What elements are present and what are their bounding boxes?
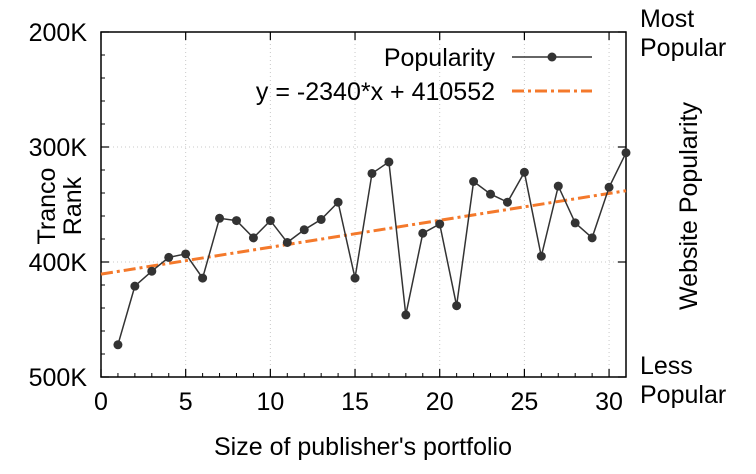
data-point <box>452 301 462 311</box>
data-point <box>418 228 428 238</box>
x-tick-label: 30 <box>595 388 623 416</box>
data-point <box>502 197 512 207</box>
right-axis-title: Website Popularity <box>675 102 703 310</box>
data-point <box>181 249 191 259</box>
data-point <box>519 167 529 177</box>
right-bottom-label-line-1: Less <box>640 352 693 380</box>
x-axis-title: Size of publisher's portfolio <box>214 433 512 461</box>
data-point <box>621 148 631 158</box>
data-point <box>536 251 546 261</box>
y-tick-label: 300K <box>29 134 88 162</box>
data-point <box>265 216 275 226</box>
y-tick-label: 500K <box>29 364 88 392</box>
data-point <box>248 233 258 243</box>
legend-swatch-popularity-marker <box>547 52 557 62</box>
data-point <box>384 157 394 167</box>
data-point <box>147 266 157 276</box>
data-point <box>231 216 241 226</box>
y-tick-label: 400K <box>29 249 88 277</box>
data-point <box>435 219 445 229</box>
data-point <box>113 340 123 350</box>
series-layer <box>113 148 631 350</box>
legend: Popularity y = -2340*x + 410552 <box>256 44 592 106</box>
data-point <box>469 177 479 186</box>
right-top-label-line-2: Popular <box>640 34 726 62</box>
x-tick-label: 10 <box>256 388 284 416</box>
right-top-label-line-1: Most <box>640 5 694 33</box>
data-point <box>198 273 208 283</box>
data-point <box>553 181 563 191</box>
data-point <box>333 197 343 207</box>
data-point <box>604 182 614 192</box>
data-point <box>282 237 292 247</box>
data-point <box>587 233 597 243</box>
x-tick-label: 0 <box>94 388 108 416</box>
y-axis-title-line-1: Tranco <box>33 168 61 245</box>
fit-line <box>100 189 627 276</box>
x-tick-label: 25 <box>510 388 538 416</box>
legend-label-popularity: Popularity <box>384 44 496 72</box>
plot-frame <box>100 31 627 378</box>
y-tick-label: 200K <box>29 19 88 47</box>
legend-label-fit: y = -2340*x + 410552 <box>256 78 495 106</box>
data-point <box>215 213 225 223</box>
data-point <box>367 168 377 178</box>
data-point <box>570 218 580 228</box>
data-point <box>299 225 309 235</box>
data-point <box>164 252 174 262</box>
ticks-layer: 0 5 10 15 20 25 30 200K 300K 400K 500K <box>29 19 627 416</box>
data-point <box>486 189 496 199</box>
x-tick-label: 15 <box>341 388 369 416</box>
right-bottom-label-line-2: Popular <box>640 381 726 409</box>
x-tick-label: 5 <box>179 388 193 416</box>
y-axis-title-line-2: Rank <box>59 176 87 235</box>
x-tick-label: 20 <box>426 388 454 416</box>
data-point <box>316 214 326 224</box>
series-line-popularity <box>117 152 627 346</box>
data-point <box>130 281 140 291</box>
y-axis-title: Tranco Rank <box>33 168 87 245</box>
data-point <box>350 273 360 283</box>
data-point <box>401 310 411 320</box>
fit-layer <box>100 189 627 276</box>
